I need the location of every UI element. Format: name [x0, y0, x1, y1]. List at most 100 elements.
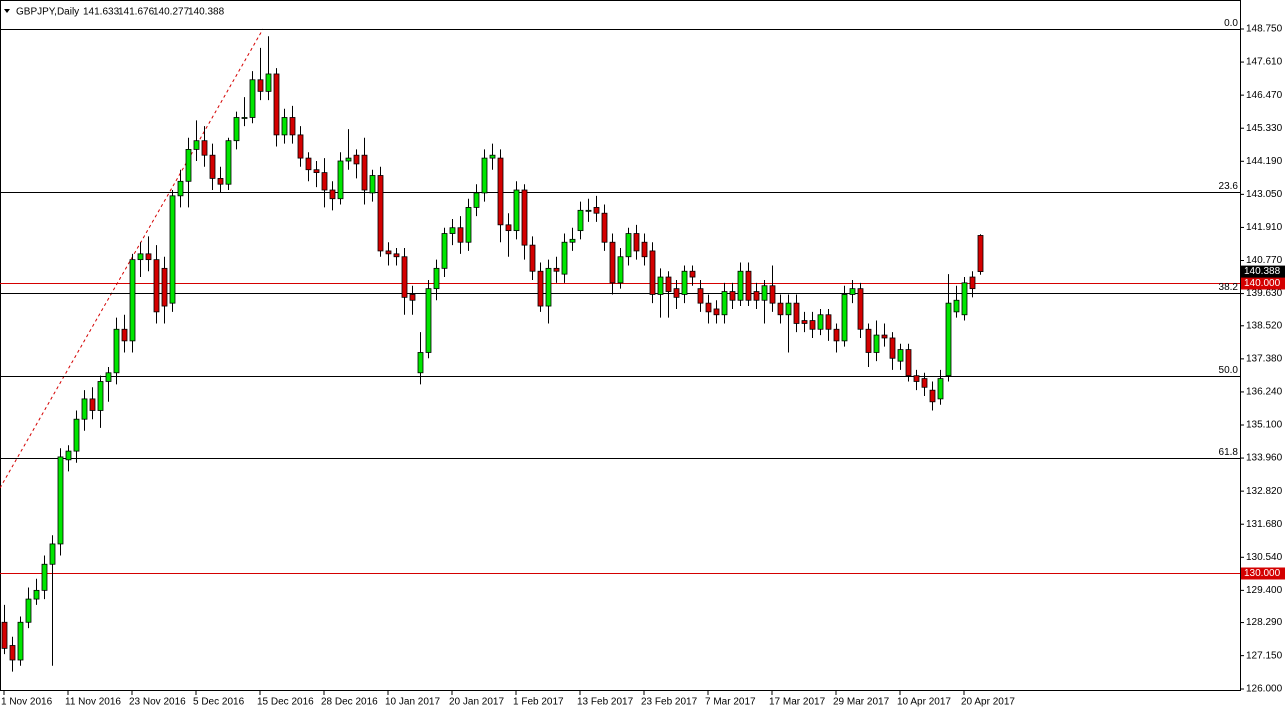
candle-body [153, 259, 160, 313]
candle-body [529, 244, 536, 272]
y-tick-label: 127.150 [1246, 650, 1283, 661]
y-tick-label: 126.000 [1246, 684, 1283, 695]
candle-body [393, 253, 400, 258]
candle-body [105, 372, 112, 382]
candle-body [729, 291, 736, 301]
candle-body [641, 241, 648, 258]
candle-body [753, 291, 760, 301]
candle-body [905, 349, 912, 377]
candle-body [345, 157, 352, 162]
x-tick-label: 1 Nov 2016 [1, 697, 53, 708]
current-price-box [1241, 265, 1285, 278]
candle-body [417, 352, 424, 374]
candle-body [977, 235, 984, 272]
candle-body [273, 73, 280, 136]
candle-body [473, 192, 480, 208]
x-tick-label: 11 Nov 2016 [65, 697, 121, 708]
candle-body [33, 589, 40, 600]
candle-body [449, 227, 456, 234]
y-tick-label: 135.100 [1246, 420, 1283, 431]
candle-body [17, 621, 24, 661]
candle-body [25, 598, 32, 623]
candle-body [817, 314, 824, 330]
x-tick-label: 28 Dec 2016 [321, 697, 378, 708]
candle-body [617, 256, 624, 284]
header-open: 141.633 [83, 7, 120, 18]
candle-body [721, 291, 728, 316]
fib-level-label: 61.8 [1219, 447, 1239, 458]
candle-body [513, 189, 520, 232]
candle-body [425, 288, 432, 353]
candle-body [481, 157, 488, 194]
candle-body [465, 207, 472, 243]
menu-arrow[interactable] [4, 9, 10, 13]
candle-body [113, 328, 120, 374]
candle-body [505, 224, 512, 232]
candle-body [57, 456, 64, 545]
candle-body [209, 154, 216, 179]
candle-body [625, 233, 632, 258]
y-tick-label: 147.610 [1246, 57, 1283, 68]
candle-body [137, 253, 144, 261]
candle-body [201, 140, 208, 156]
candle-body [873, 334, 880, 353]
candle-body [329, 189, 336, 200]
candle-body [681, 270, 688, 295]
x-tick-label: 15 Dec 2016 [257, 697, 314, 708]
fib-level-label: 50.0 [1219, 365, 1239, 376]
candle-body [801, 320, 808, 324]
x-tick-label: 17 Mar 2017 [769, 697, 826, 708]
candle-body [561, 241, 568, 275]
candle-body [409, 294, 416, 301]
plot-frame [0, 0, 1241, 691]
x-tick-label: 5 Dec 2016 [193, 697, 245, 708]
x-tick-label: 29 Mar 2017 [833, 697, 890, 708]
candle-body [121, 328, 128, 342]
candle-body [697, 288, 704, 304]
candle-body [9, 645, 16, 661]
price-level-box [1241, 567, 1285, 580]
candle-body [297, 134, 304, 159]
fib-trendline [0, 28, 264, 489]
y-tick-label: 130.540 [1246, 552, 1283, 563]
candle-body [577, 209, 584, 232]
candle-body [353, 154, 360, 165]
candle-body [265, 73, 272, 92]
candle-body [633, 233, 640, 252]
candle-body [433, 267, 440, 290]
candle-body [49, 543, 56, 565]
candle-body [745, 270, 752, 301]
candle-body [929, 389, 936, 403]
y-tick-label: 146.470 [1246, 90, 1283, 101]
candle-body [809, 320, 816, 330]
fib-level-label: 23.6 [1219, 181, 1239, 192]
candle-body [665, 276, 672, 292]
candle-body [241, 117, 248, 119]
y-tick-label: 128.290 [1246, 617, 1283, 628]
candle-body [737, 270, 744, 301]
candle-body [961, 282, 968, 316]
candle-body [865, 328, 872, 353]
candle-body [441, 233, 448, 269]
candle-body [81, 398, 88, 420]
current-price-label: 140.388 [1244, 266, 1281, 277]
candle-body [953, 299, 960, 313]
x-tick-label: 10 Apr 2017 [897, 697, 951, 708]
candle-body [793, 302, 800, 324]
y-tick-label: 132.820 [1246, 486, 1283, 497]
header-close: 140.388 [188, 7, 225, 18]
fib-level-label: 38.2 [1219, 282, 1239, 293]
candle-body [225, 140, 232, 185]
candle-body [321, 172, 328, 191]
candle-body [145, 253, 152, 261]
candle-body [609, 241, 616, 284]
candle-body [553, 267, 560, 272]
candle-body [193, 140, 200, 150]
x-tick-label: 13 Feb 2017 [577, 697, 634, 708]
marks [0, 29, 1240, 672]
candle-body [825, 314, 832, 330]
candle-body [489, 154, 496, 159]
candle-body [689, 270, 696, 278]
